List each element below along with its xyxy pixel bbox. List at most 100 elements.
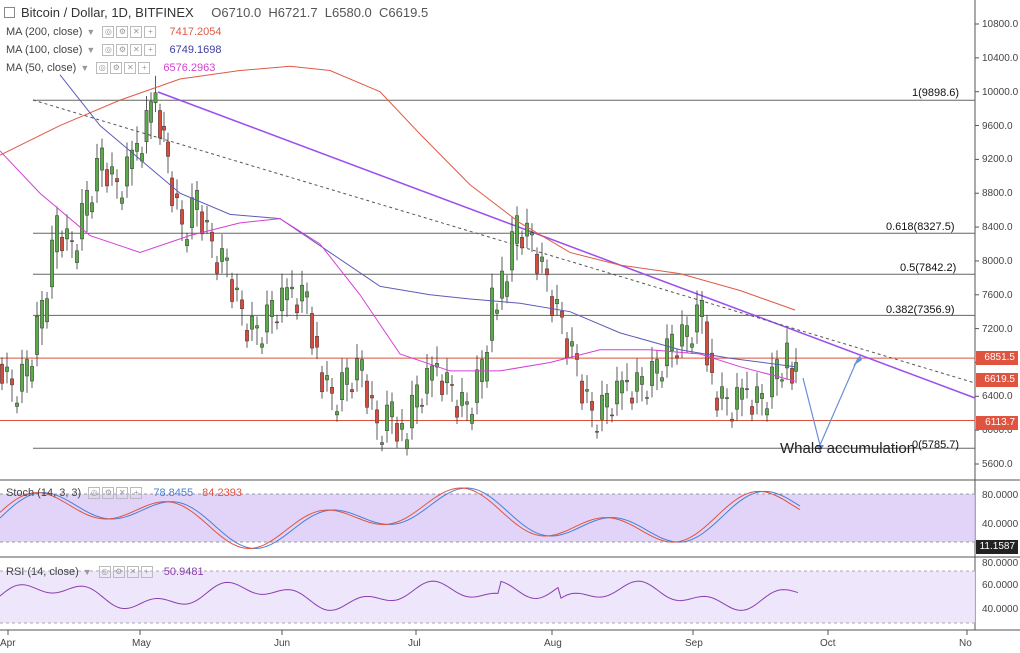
close-icon[interactable]: ✕ — [130, 44, 143, 57]
candle-body — [750, 406, 754, 415]
indicator-value: 6749.1698 — [169, 44, 222, 56]
close-icon[interactable]: ✕ — [124, 62, 137, 75]
candle-body — [166, 141, 170, 157]
indicator-controls[interactable]: ◎ ⚙ ✕ + — [96, 62, 152, 75]
more-icon[interactable]: + — [144, 44, 157, 57]
eye-icon[interactable]: ◎ — [102, 26, 115, 39]
chevron-down-icon[interactable]: ▼ — [86, 27, 96, 37]
candle-body — [144, 110, 149, 142]
candle-body — [315, 335, 319, 348]
candle-body — [220, 248, 224, 262]
time-tick: No — [959, 638, 972, 649]
collapse-icon[interactable] — [4, 7, 15, 19]
candle-body — [190, 197, 194, 228]
rsi-axis-tick: 40.0000 — [982, 604, 1019, 615]
candle-body — [535, 253, 539, 274]
candle-body — [70, 240, 74, 242]
close-icon[interactable]: ✕ — [116, 487, 129, 500]
rsi-line — [0, 580, 799, 611]
settings-icon[interactable]: ⚙ — [112, 566, 125, 579]
candle-body — [35, 315, 39, 355]
price-tick: 8400.0 — [982, 222, 1013, 233]
candle-body — [400, 423, 404, 430]
eye-icon[interactable]: ◎ — [102, 44, 115, 57]
candle-body — [105, 169, 109, 187]
candle-body — [775, 359, 779, 380]
indicator-controls[interactable]: ◎ ⚙ ✕ + — [88, 487, 144, 500]
candle-body — [670, 333, 674, 351]
settings-icon[interactable]: ⚙ — [102, 487, 115, 500]
time-tick: Sep — [685, 638, 703, 649]
candle-body — [600, 394, 604, 420]
candle-body — [605, 393, 609, 408]
candle-body — [445, 372, 449, 384]
chevron-down-icon[interactable]: ▼ — [80, 63, 90, 73]
settings-icon[interactable]: ⚙ — [110, 62, 123, 75]
candle-body — [0, 363, 4, 384]
settings-icon[interactable]: ⚙ — [116, 26, 129, 39]
more-icon[interactable]: + — [140, 566, 153, 579]
candle-body — [640, 376, 644, 385]
time-tick: Aug — [544, 638, 562, 649]
rsi-label: RSI (14, close) — [6, 566, 79, 578]
price-tick: 10400.0 — [982, 53, 1019, 64]
price-badge-support: 6113.7 — [976, 416, 1018, 430]
candle-body — [720, 386, 724, 399]
candle-body — [755, 386, 759, 403]
chevron-down-icon[interactable]: ▼ — [86, 45, 96, 55]
rsi-legend[interactable]: RSI (14, close) ▼ ◎ ⚙ ✕ + 50.9481 — [6, 566, 204, 579]
candle-body — [715, 397, 719, 411]
rsi-band — [0, 571, 975, 623]
candle-body — [90, 202, 94, 213]
candle-body — [310, 313, 314, 349]
candle-body — [780, 379, 784, 382]
close-icon[interactable]: ✕ — [126, 566, 139, 579]
trendline-dashed — [32, 99, 976, 384]
indicator-ma100[interactable]: MA (100, close) ▼ ◎ ⚙ ✕ + 6749.1698 — [6, 44, 222, 57]
eye-icon[interactable]: ◎ — [96, 62, 109, 75]
eye-icon[interactable]: ◎ — [98, 566, 111, 579]
chevron-down-icon[interactable]: ▼ — [82, 567, 92, 577]
candle-body — [175, 193, 179, 198]
stoch-axis-tick: 40.0000 — [982, 519, 1019, 530]
candle-body — [665, 338, 669, 367]
stoch-legend[interactable]: Stoch (14, 3, 3) ◎ ⚙ ✕ + 78.8455 84.2393 — [6, 487, 242, 500]
more-icon[interactable]: + — [144, 26, 157, 39]
indicator-controls[interactable]: ◎ ⚙ ✕ + — [102, 26, 158, 39]
close-icon[interactable]: ✕ — [130, 26, 143, 39]
indicator-controls[interactable]: ◎ ⚙ ✕ + — [102, 44, 158, 57]
indicator-controls[interactable]: ◎ ⚙ ✕ + — [98, 566, 155, 579]
candle-body — [380, 442, 384, 445]
candle-body — [215, 262, 219, 274]
candle-body — [745, 388, 749, 390]
more-icon[interactable]: + — [138, 62, 151, 75]
candle-body — [565, 338, 569, 359]
stoch-d-line — [0, 487, 801, 549]
candle-body — [620, 380, 624, 394]
open-value: O6710.0 — [211, 5, 262, 20]
candle-body — [95, 158, 99, 192]
candle-body — [235, 287, 239, 290]
indicator-ma50[interactable]: MA (50, close) ▼ ◎ ⚙ ✕ + 6576.2963 — [6, 62, 215, 75]
candle-body — [570, 341, 574, 347]
candle-body — [135, 143, 139, 152]
candle-body — [125, 156, 129, 187]
candle-body — [40, 300, 44, 329]
annotation-whale-accumulation[interactable]: Whale accumulation — [780, 440, 916, 457]
candle-body — [730, 418, 734, 422]
candle-body — [245, 330, 249, 342]
candle-body — [595, 431, 599, 433]
candle-body — [270, 300, 274, 318]
indicator-ma200[interactable]: MA (200, close) ▼ ◎ ⚙ ✕ + 7417.2054 — [6, 26, 221, 39]
candle-body — [385, 404, 389, 431]
candle-body — [650, 361, 654, 386]
eye-icon[interactable]: ◎ — [88, 487, 101, 500]
more-icon[interactable]: + — [130, 487, 143, 500]
candle-body — [680, 324, 684, 347]
candle-body — [85, 190, 89, 216]
candle-body — [390, 401, 394, 418]
candle-body — [460, 392, 464, 406]
settings-icon[interactable]: ⚙ — [116, 44, 129, 57]
stoch-k-line — [0, 487, 801, 549]
